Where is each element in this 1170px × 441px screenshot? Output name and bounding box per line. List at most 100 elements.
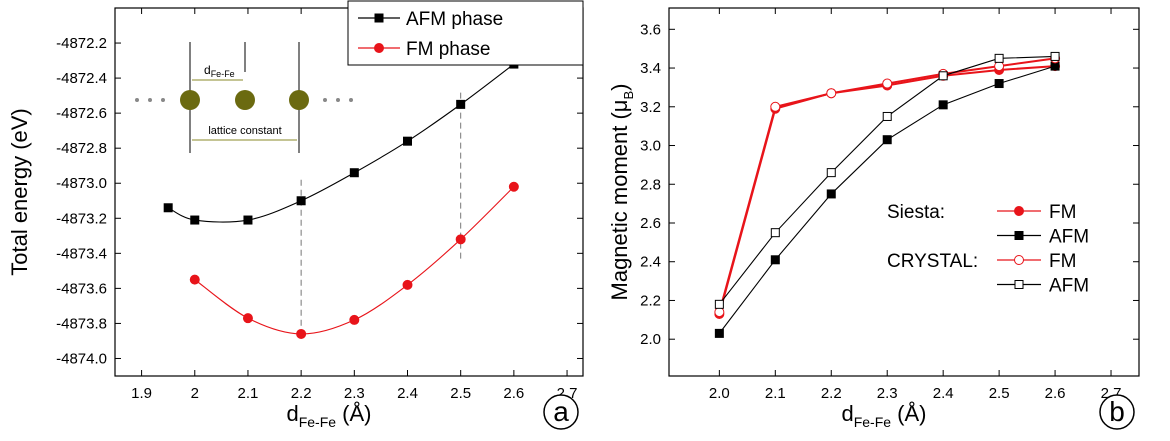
y-tick-label: 3.0	[640, 138, 661, 155]
inset-d-label: dFe-Fe	[204, 63, 235, 79]
x-tick-label: 2.4	[397, 385, 418, 402]
panel-label: b	[1109, 396, 1125, 427]
inset-d: d	[204, 63, 211, 77]
panel-badge	[543, 394, 579, 430]
y-tick-label: -4872.8	[56, 140, 107, 157]
y-axis-label: Total energy (eV)	[7, 108, 32, 276]
panel-badge	[1099, 394, 1135, 430]
x-tick-label: 2.4	[933, 385, 954, 402]
x-tick-label: 2.0	[709, 385, 730, 402]
marker	[242, 313, 253, 324]
legend-label: FM phase	[406, 39, 490, 60]
inset-diagram	[135, 42, 353, 153]
marker	[882, 78, 893, 89]
x-tick-label: 2.5	[989, 385, 1010, 402]
series-line	[718, 65, 1056, 334]
legend-marker	[1014, 255, 1024, 265]
y-tick-label: -4872.2	[56, 35, 107, 52]
x-axis-label: dFe-Fe (Å)	[286, 401, 371, 430]
x-axis-label: dFe-Fe (Å)	[841, 401, 926, 430]
marker	[455, 234, 466, 245]
marker	[882, 111, 892, 121]
y-tick-label: 3.6	[640, 21, 661, 38]
label-part: d	[841, 401, 853, 426]
marker	[826, 168, 836, 178]
marker	[1050, 51, 1060, 61]
marker	[882, 135, 892, 145]
legend-marker	[1014, 206, 1024, 216]
series-line	[194, 186, 515, 335]
series-line	[718, 65, 1056, 315]
y-tick-label: 2.0	[640, 331, 661, 348]
y-tick-label: -4874.0	[56, 350, 107, 367]
y-tick-label: -4873.6	[56, 280, 107, 297]
marker	[714, 299, 724, 309]
x-tick-label: 1.9	[131, 385, 152, 402]
y-tick-label: -4872.4	[56, 70, 107, 87]
marker	[826, 189, 836, 199]
marker	[190, 215, 200, 225]
marker	[770, 101, 781, 112]
legend-label: AFM	[1049, 227, 1089, 248]
marker	[938, 100, 948, 110]
x-tick-label: 2.3	[344, 385, 365, 402]
marker	[508, 181, 519, 192]
marker	[243, 215, 253, 225]
legend-box	[347, 0, 584, 66]
y-tick-label: 2.6	[640, 215, 661, 232]
label-part: B	[621, 91, 636, 100]
legend-marker	[374, 13, 384, 23]
series-markers	[714, 53, 1061, 318]
x-tick-label: 2.5	[450, 385, 471, 402]
series-line	[167, 63, 515, 223]
y-tick-label: 2.4	[640, 254, 661, 271]
marker	[349, 168, 359, 178]
marker	[714, 328, 724, 338]
series-markers	[163, 59, 519, 225]
y-tick-label: 2.8	[640, 176, 661, 193]
legend-label: AFM	[1049, 276, 1089, 297]
legend-marker	[1014, 280, 1024, 289]
x-tick-label: 2	[191, 385, 199, 402]
legend-marker	[1014, 231, 1024, 240]
legend-marker	[374, 43, 384, 53]
marker	[296, 328, 307, 339]
marker	[163, 203, 173, 213]
marker	[456, 99, 466, 109]
marker	[994, 79, 1004, 89]
y-tick-label: -4873.8	[56, 315, 107, 332]
marker	[994, 61, 1005, 72]
legend-label: FM	[1049, 202, 1076, 223]
marker	[402, 279, 413, 290]
x-tick-label: 2.6	[1045, 385, 1066, 402]
y-axis-label: Magnetic moment (μB)	[607, 84, 636, 301]
label-part: (Å)	[336, 401, 371, 426]
marker	[770, 228, 780, 238]
y-tick-label: -4873.2	[56, 210, 107, 227]
x-tick-label: 2.6	[503, 385, 524, 402]
marker	[826, 88, 837, 99]
series-markers	[189, 181, 519, 339]
x-tick-label: 2.2	[821, 385, 842, 402]
series-markers	[714, 61, 1061, 320]
y-tick-label: -4873.0	[56, 175, 107, 192]
y-tick-label: 2.2	[640, 292, 661, 309]
legend-label: FM	[1049, 251, 1076, 272]
marker	[296, 196, 306, 206]
x-tick-label: 2.1	[765, 385, 786, 402]
x-tick-label: 2.2	[291, 385, 312, 402]
y-tick-label: 3.4	[640, 60, 661, 77]
label-part: Fe-Fe	[299, 414, 337, 430]
label-part: d	[286, 401, 298, 426]
inset-d-sub: Fe-Fe	[211, 69, 235, 79]
y-tick-label: -4872.6	[56, 105, 107, 122]
series-line	[718, 57, 1056, 313]
marker	[403, 136, 412, 146]
label-part: Magnetic moment (μ	[607, 100, 632, 301]
label-part: (Å)	[891, 401, 926, 426]
marker	[189, 274, 200, 285]
series-markers	[714, 61, 1060, 338]
marker	[770, 255, 780, 265]
y-tick-label: 3.2	[640, 99, 661, 116]
x-tick-label: 2.1	[238, 385, 259, 402]
